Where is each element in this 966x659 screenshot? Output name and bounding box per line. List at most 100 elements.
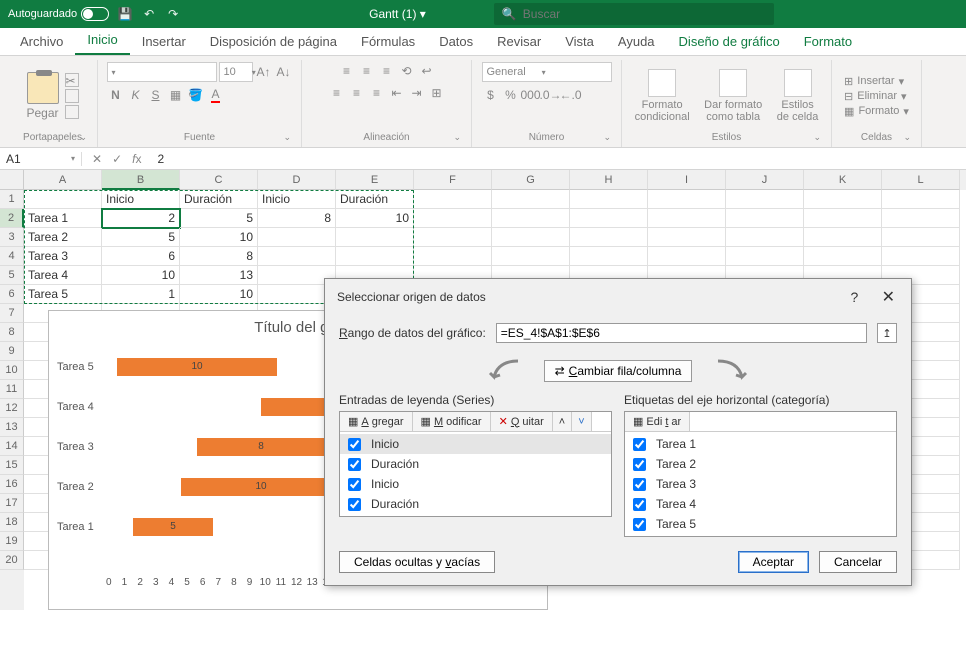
- cell[interactable]: 10: [336, 209, 414, 228]
- series-checkbox[interactable]: [348, 438, 361, 451]
- cell[interactable]: Duración: [336, 190, 414, 209]
- merge-icon[interactable]: ⊞: [428, 84, 446, 102]
- align-top-icon[interactable]: ≡: [338, 62, 356, 80]
- row-header[interactable]: 2: [0, 209, 24, 228]
- enter-formula-icon[interactable]: ✓: [112, 152, 122, 166]
- series-checkbox[interactable]: [348, 478, 361, 491]
- cell[interactable]: [726, 228, 804, 247]
- autosave-toggle[interactable]: Autoguardado: [8, 7, 109, 21]
- cell[interactable]: [648, 228, 726, 247]
- cell[interactable]: 2: [102, 209, 180, 228]
- currency-icon[interactable]: $: [482, 86, 500, 104]
- search-box[interactable]: 🔍: [494, 3, 774, 25]
- chart-data-range-input[interactable]: [496, 323, 867, 343]
- category-item[interactable]: Tarea 2: [625, 454, 896, 474]
- paste-button[interactable]: Pegar: [26, 72, 58, 120]
- column-header[interactable]: C: [180, 170, 258, 190]
- orientation-icon[interactable]: ⟲: [398, 62, 416, 80]
- cell[interactable]: [726, 209, 804, 228]
- category-item[interactable]: Tarea 1: [625, 434, 896, 454]
- redo-icon[interactable]: ↷: [165, 6, 181, 22]
- cell[interactable]: Duración: [180, 190, 258, 209]
- column-header[interactable]: B: [102, 170, 180, 190]
- column-header[interactable]: A: [24, 170, 102, 190]
- column-header[interactable]: E: [336, 170, 414, 190]
- row-header[interactable]: 15: [0, 456, 24, 475]
- cell[interactable]: [492, 228, 570, 247]
- category-item[interactable]: Tarea 4: [625, 494, 896, 514]
- cell[interactable]: [882, 247, 960, 266]
- cell[interactable]: [804, 190, 882, 209]
- align-middle-icon[interactable]: ≡: [358, 62, 376, 80]
- switch-row-column-button[interactable]: ⇄ Cambiar fila/columna: [544, 360, 693, 382]
- add-series-button[interactable]: ▦ Agregar: [340, 412, 413, 431]
- cell[interactable]: [804, 209, 882, 228]
- cell[interactable]: [726, 247, 804, 266]
- document-title[interactable]: Gantt (1) ▾: [369, 7, 426, 21]
- tab-home[interactable]: Inicio: [75, 26, 129, 55]
- cell[interactable]: [258, 247, 336, 266]
- series-item[interactable]: Inicio: [340, 434, 611, 454]
- row-header[interactable]: 13: [0, 418, 24, 437]
- row-header[interactable]: 3: [0, 228, 24, 247]
- column-header[interactable]: G: [492, 170, 570, 190]
- ok-button[interactable]: Aceptar: [738, 551, 809, 573]
- fill-color-button[interactable]: 🪣: [187, 86, 205, 104]
- tab-chart-design[interactable]: Diseño de gráfico: [667, 28, 792, 55]
- cell[interactable]: [414, 247, 492, 266]
- cell[interactable]: [414, 228, 492, 247]
- row-header[interactable]: 19: [0, 532, 24, 551]
- align-left-icon[interactable]: ≡: [328, 84, 346, 102]
- comma-icon[interactable]: 000: [522, 86, 540, 104]
- cancel-button[interactable]: Cancelar: [819, 551, 897, 573]
- category-checkbox[interactable]: [633, 498, 646, 511]
- cell[interactable]: [492, 209, 570, 228]
- category-checkbox[interactable]: [633, 458, 646, 471]
- tab-view[interactable]: Vista: [553, 28, 606, 55]
- bold-button[interactable]: N: [107, 86, 125, 104]
- row-header[interactable]: 17: [0, 494, 24, 513]
- row-header[interactable]: 18: [0, 513, 24, 532]
- dialog-close-button[interactable]: ✕: [878, 289, 899, 306]
- font-color-button[interactable]: A: [207, 86, 225, 104]
- search-input[interactable]: [523, 7, 766, 21]
- cell[interactable]: [258, 228, 336, 247]
- cell[interactable]: [414, 209, 492, 228]
- edit-categories-button[interactable]: ▦ Editar: [625, 412, 690, 431]
- decrease-font-icon[interactable]: A↓: [275, 63, 293, 81]
- number-format-select[interactable]: General: [482, 62, 612, 82]
- move-up-button[interactable]: ˄: [553, 412, 572, 431]
- series-checkbox[interactable]: [348, 498, 361, 511]
- tab-help[interactable]: Ayuda: [606, 28, 667, 55]
- tab-review[interactable]: Revisar: [485, 28, 553, 55]
- tab-file[interactable]: Archivo: [8, 28, 75, 55]
- fx-icon[interactable]: fx: [132, 152, 141, 166]
- row-header[interactable]: 14: [0, 437, 24, 456]
- row-header[interactable]: 8: [0, 323, 24, 342]
- cell[interactable]: 10: [180, 228, 258, 247]
- row-header[interactable]: 16: [0, 475, 24, 494]
- tab-insert[interactable]: Insertar: [130, 28, 198, 55]
- decrease-decimal-icon[interactable]: ←.0: [562, 86, 580, 104]
- copy-icon[interactable]: [65, 89, 79, 103]
- cell[interactable]: Tarea 5: [24, 285, 102, 304]
- column-header[interactable]: L: [882, 170, 960, 190]
- column-header[interactable]: H: [570, 170, 648, 190]
- cell[interactable]: [492, 247, 570, 266]
- gantt-bar[interactable]: 8: [197, 438, 325, 456]
- format-as-table-button[interactable]: Dar formato como tabla: [698, 69, 768, 123]
- column-header[interactable]: F: [414, 170, 492, 190]
- column-header[interactable]: K: [804, 170, 882, 190]
- cell[interactable]: Tarea 1: [24, 209, 102, 228]
- row-header[interactable]: 12: [0, 399, 24, 418]
- column-header[interactable]: I: [648, 170, 726, 190]
- delete-cells-button[interactable]: ⊟ Eliminar ▾: [844, 90, 909, 103]
- cell[interactable]: [882, 228, 960, 247]
- cell[interactable]: 1: [102, 285, 180, 304]
- name-box[interactable]: A1: [0, 152, 82, 166]
- cell-styles-button[interactable]: Estilos de celda: [774, 69, 821, 123]
- increase-indent-icon[interactable]: ⇥: [408, 84, 426, 102]
- row-header[interactable]: 10: [0, 361, 24, 380]
- cell[interactable]: [336, 247, 414, 266]
- cell[interactable]: [804, 228, 882, 247]
